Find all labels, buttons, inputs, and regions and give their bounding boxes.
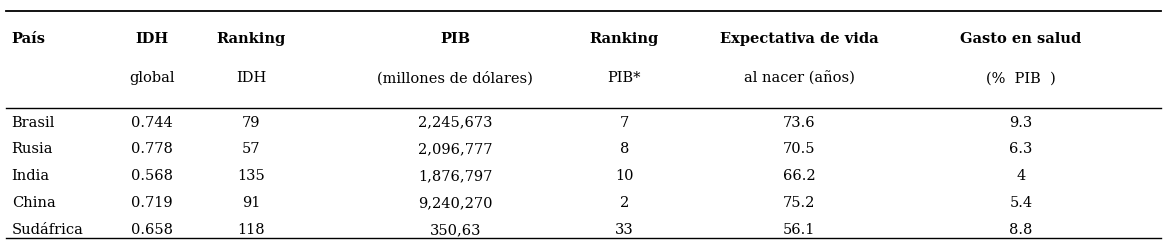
- Text: 0.744: 0.744: [131, 115, 173, 130]
- Text: 8: 8: [620, 142, 629, 157]
- Text: 7: 7: [620, 115, 629, 130]
- Text: Brasil: Brasil: [12, 115, 55, 130]
- Text: global: global: [130, 71, 174, 86]
- Text: 2,096,777: 2,096,777: [418, 142, 492, 157]
- Text: 135: 135: [237, 169, 265, 184]
- Text: 56.1: 56.1: [783, 223, 816, 237]
- Text: 0.778: 0.778: [131, 142, 173, 157]
- Text: India: India: [12, 169, 50, 184]
- Text: 118: 118: [237, 223, 265, 237]
- Text: Ranking: Ranking: [216, 32, 286, 46]
- Text: China: China: [12, 196, 55, 210]
- Text: Sudáfrica: Sudáfrica: [12, 223, 84, 237]
- Text: 6.3: 6.3: [1009, 142, 1033, 157]
- Text: 75.2: 75.2: [783, 196, 816, 210]
- Text: Ranking: Ranking: [589, 32, 659, 46]
- Text: 70.5: 70.5: [783, 142, 816, 157]
- Text: IDH: IDH: [135, 32, 168, 46]
- Text: 2: 2: [620, 196, 629, 210]
- Text: 33: 33: [615, 223, 634, 237]
- Text: 79: 79: [242, 115, 260, 130]
- Text: 4: 4: [1016, 169, 1026, 184]
- Text: 0.568: 0.568: [131, 169, 173, 184]
- Text: Gasto en salud: Gasto en salud: [960, 32, 1082, 46]
- Text: 1,876,797: 1,876,797: [418, 169, 492, 184]
- Text: 8.8: 8.8: [1009, 223, 1033, 237]
- Text: al nacer (años): al nacer (años): [743, 71, 855, 86]
- Text: País: País: [12, 32, 46, 46]
- Text: 9.3: 9.3: [1009, 115, 1033, 130]
- Text: Expectativa de vida: Expectativa de vida: [720, 32, 879, 46]
- Text: 66.2: 66.2: [783, 169, 816, 184]
- Text: (%  PIB  ): (% PIB ): [986, 71, 1056, 86]
- Text: 91: 91: [242, 196, 260, 210]
- Text: IDH: IDH: [236, 71, 266, 86]
- Text: 57: 57: [242, 142, 260, 157]
- Text: PIB: PIB: [440, 32, 470, 46]
- Text: 0.719: 0.719: [131, 196, 173, 210]
- Text: 10: 10: [615, 169, 634, 184]
- Text: (millones de dólares): (millones de dólares): [377, 71, 533, 86]
- Text: Rusia: Rusia: [12, 142, 54, 157]
- Text: 5.4: 5.4: [1009, 196, 1033, 210]
- Text: PIB*: PIB*: [608, 71, 641, 86]
- Text: 2,245,673: 2,245,673: [418, 115, 492, 130]
- Text: 0.658: 0.658: [131, 223, 173, 237]
- Text: 73.6: 73.6: [783, 115, 816, 130]
- Text: 9,240,270: 9,240,270: [418, 196, 492, 210]
- Text: 350,63: 350,63: [429, 223, 481, 237]
